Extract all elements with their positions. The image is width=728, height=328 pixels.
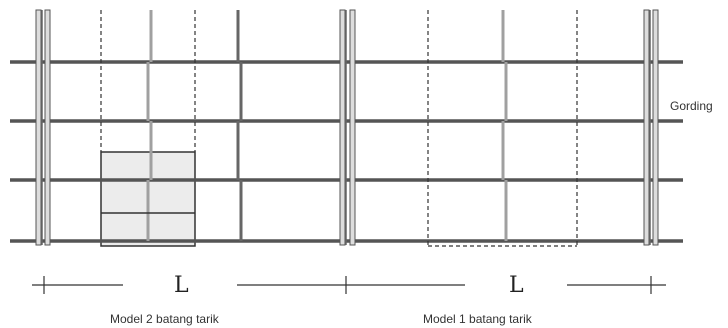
model2-dashed-boundary [100, 10, 196, 152]
model1-caption: Model 1 batang tarik [423, 312, 533, 326]
dimension-line-right [346, 276, 666, 294]
rafter-right [643, 9, 659, 246]
right-bay-sag-rods [501, 10, 508, 241]
model2-caption: Model 2 batang tarik [110, 312, 220, 326]
span-label-left: L [174, 273, 189, 298]
rafter-left [35, 9, 51, 246]
dimension-line-left [32, 276, 347, 294]
gording-label: Gording [670, 99, 713, 113]
rafter-middle [339, 9, 356, 246]
left-bay-sag-rods [146, 10, 243, 241]
span-label-right: L [509, 273, 524, 298]
model1-dashed-boundary [427, 10, 578, 247]
